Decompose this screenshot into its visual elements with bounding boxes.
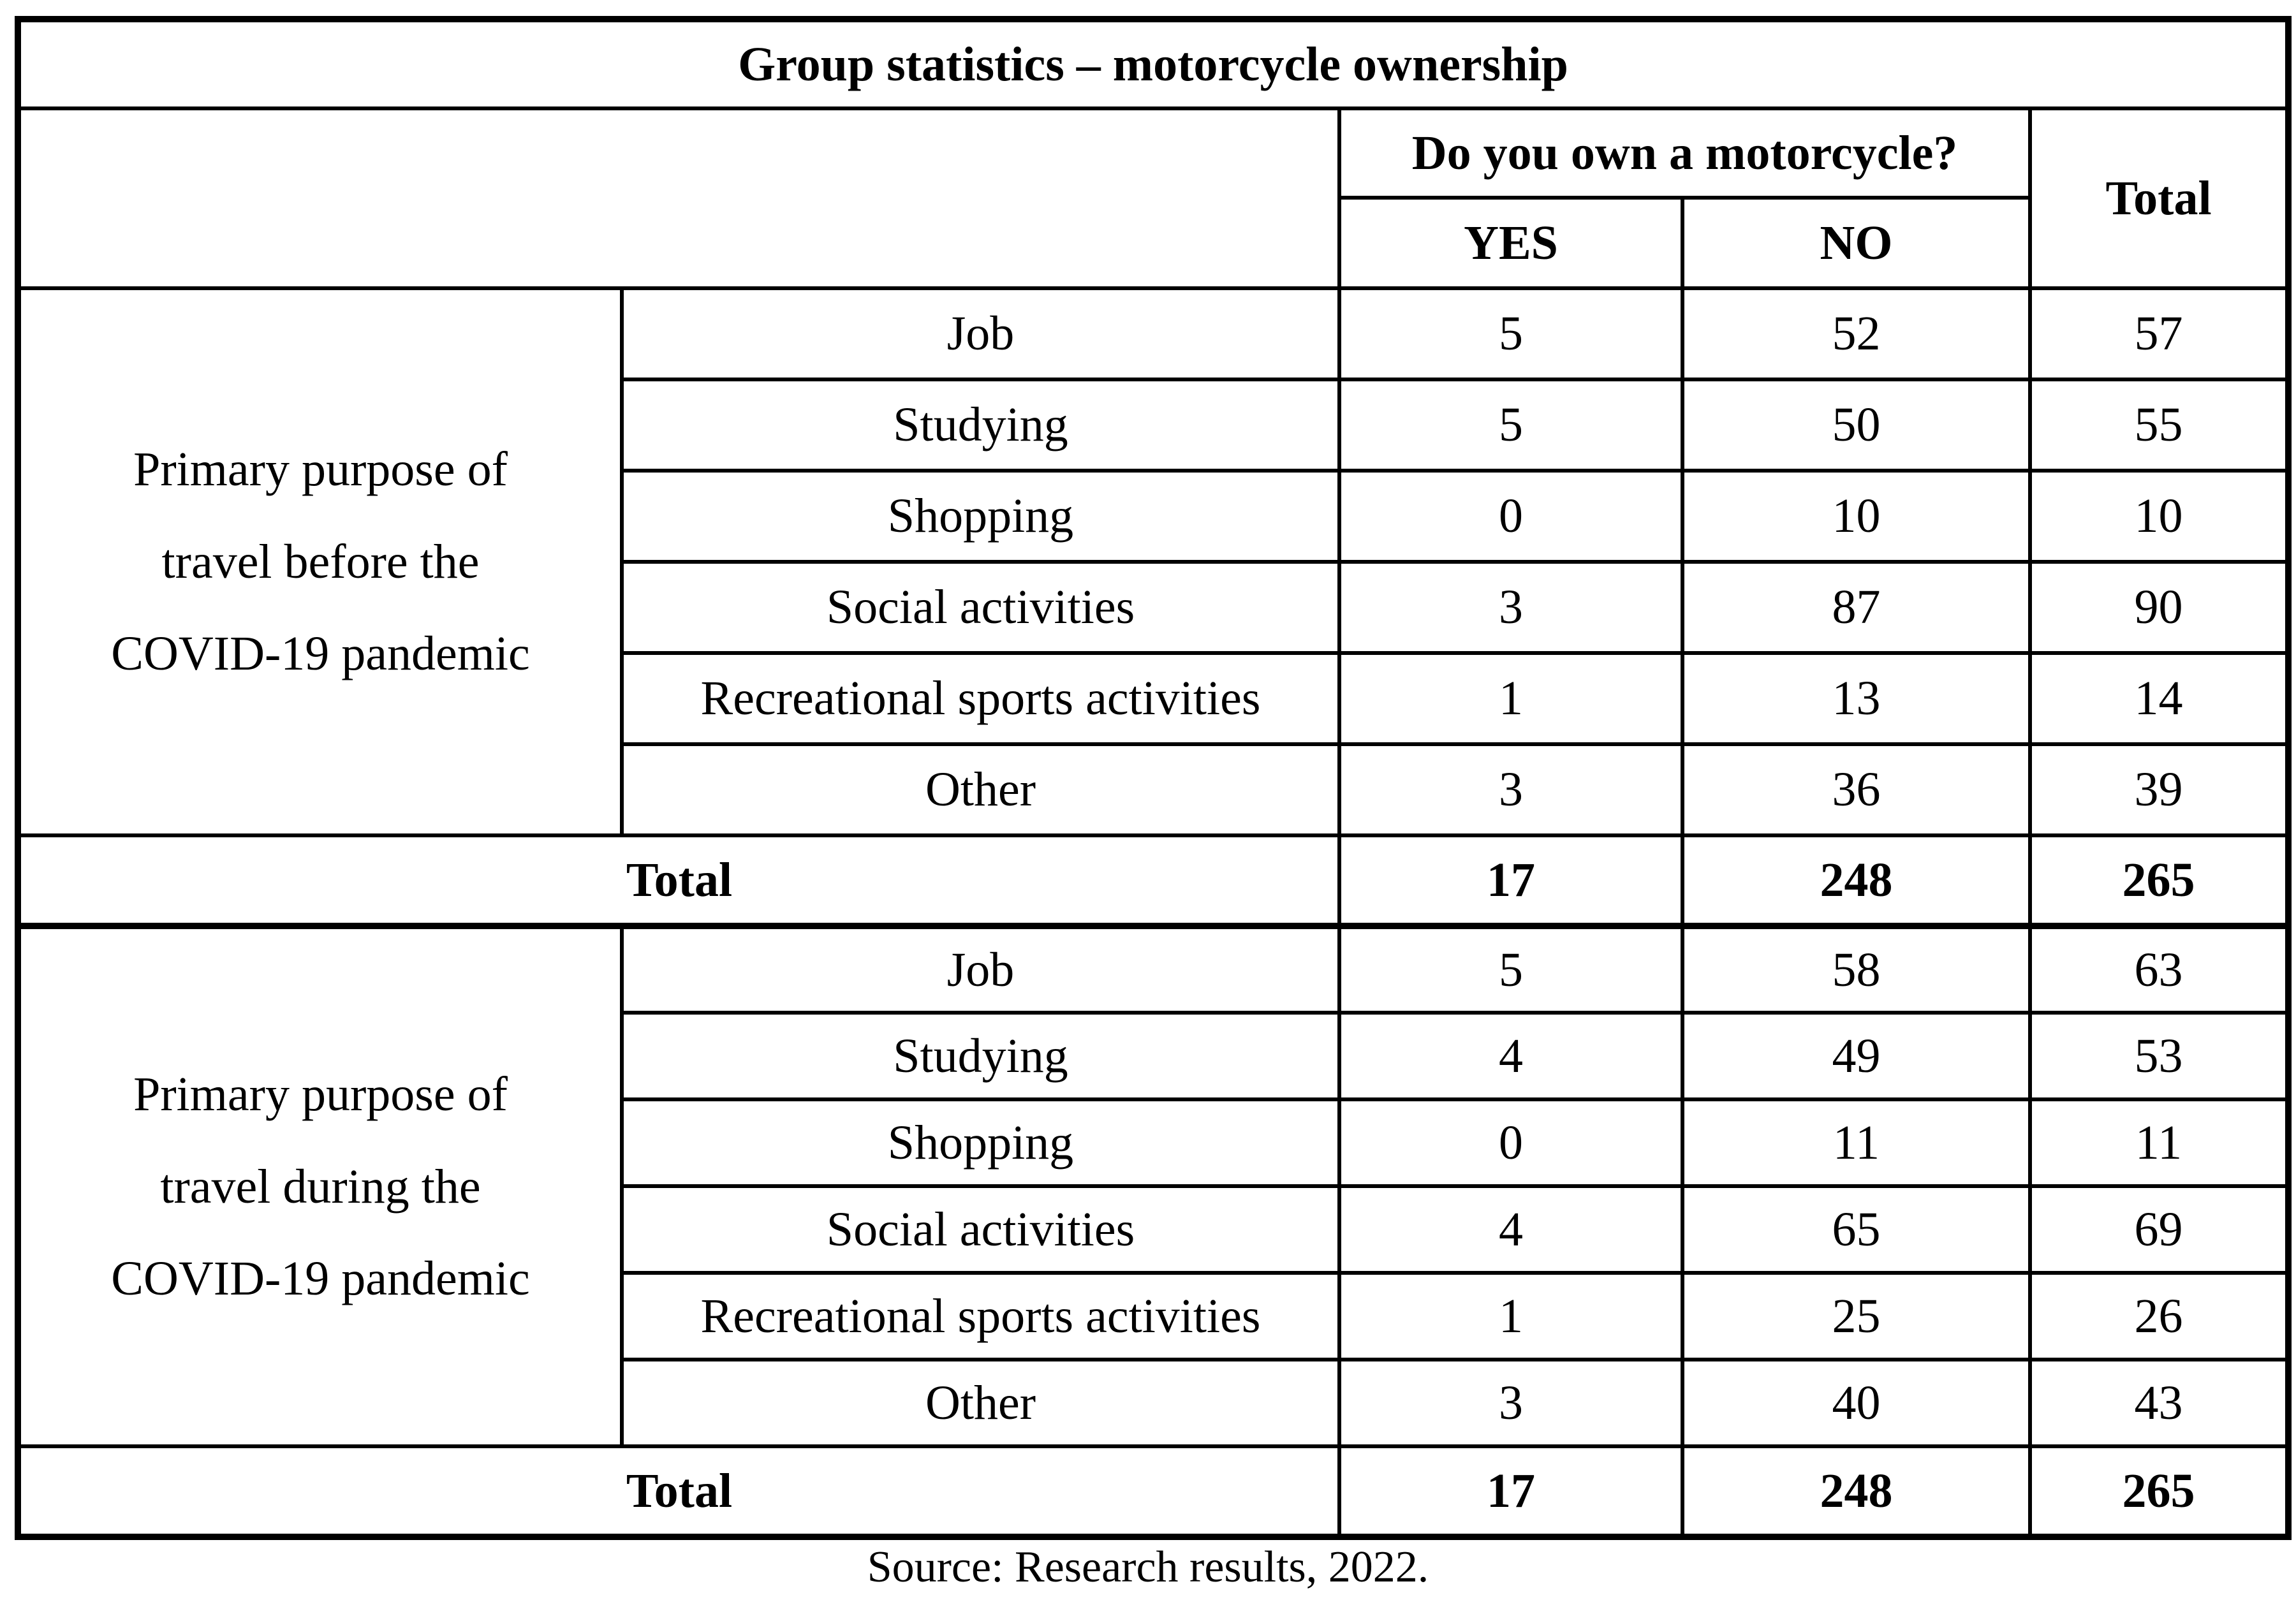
table-row: Primary purpose of travel before the COV… — [16, 286, 2291, 837]
no-value: 10 — [1681, 469, 2032, 564]
table-row: Shopping 0 11 11 — [18, 1097, 2291, 1188]
table-row: Recreational sports activities 1 25 26 — [18, 1271, 2291, 1361]
yes-value: 1 — [1337, 651, 1684, 746]
table-header: Group statistics – motorcycle ownership … — [15, 17, 2291, 290]
no-value: 36 — [1681, 742, 2032, 837]
purpose-cell: Shopping — [620, 469, 1341, 564]
table-row: Studying 5 50 55 — [18, 378, 2291, 473]
yes-column-header: YES — [1337, 196, 1684, 290]
total-row-label: Total — [16, 1444, 1341, 1539]
purpose-cell: Shopping — [620, 1097, 1341, 1188]
table-row: Studying 4 49 53 — [18, 1011, 2291, 1101]
total-row-label: Total — [16, 833, 1341, 929]
grand-total: 265 — [2027, 833, 2291, 929]
purpose-cell: Social activities — [620, 560, 1341, 655]
total-row-during: Total 17 248 265 — [16, 1444, 2291, 1539]
header-row-question: Do you own a motorcycle? Total — [16, 106, 2291, 290]
purpose-cell: Studying — [620, 378, 1341, 473]
no-value: 25 — [1681, 1271, 2032, 1361]
yes-value: 5 — [1337, 378, 1684, 473]
question-header: Do you own a motorcycle? — [1337, 106, 2032, 200]
total-value: 57 — [2027, 286, 2291, 381]
section-label-during: Primary purpose of travel during the COV… — [16, 924, 624, 1448]
table-row: Social activities 4 65 69 — [18, 1184, 2291, 1275]
total-value: 39 — [2027, 742, 2291, 837]
table-row: Recreational sports activities 1 13 14 — [18, 651, 2291, 746]
section-label-before: Primary purpose of travel before the COV… — [16, 286, 624, 837]
table-row: Other 3 40 43 — [18, 1358, 2291, 1448]
purpose-cell: Recreational sports activities — [620, 1271, 1341, 1361]
no-column-header: NO — [1681, 196, 2032, 290]
no-value: 40 — [1681, 1358, 2032, 1448]
total-value: 11 — [2027, 1097, 2291, 1188]
section-label-line: COVID-19 pandemic — [111, 627, 530, 681]
total-value: 14 — [2027, 651, 2291, 746]
yes-value: 3 — [1337, 560, 1684, 655]
no-value: 13 — [1681, 651, 2032, 746]
yes-value: 1 — [1337, 1271, 1684, 1361]
group-statistics-table: Group statistics – motorcycle ownership … — [15, 16, 2292, 1540]
corner-empty-cell — [16, 106, 1341, 290]
total-value: 43 — [2027, 1358, 2291, 1448]
table-row: Shopping 0 10 10 — [18, 469, 2291, 564]
yes-value: 5 — [1337, 286, 1684, 381]
total-value: 55 — [2027, 378, 2291, 473]
title-row: Group statistics – motorcycle ownership — [15, 17, 2291, 110]
section-label-line: Primary purpose of — [133, 1068, 508, 1122]
total-value: 53 — [2027, 1011, 2291, 1101]
total-value: 63 — [2027, 924, 2291, 1015]
total-value: 69 — [2027, 1184, 2291, 1275]
no-value: 52 — [1681, 286, 2032, 381]
section-before-pandemic: Primary purpose of travel before the COV… — [16, 286, 2291, 929]
yes-value: 4 — [1337, 1011, 1684, 1101]
yes-total: 17 — [1337, 1444, 1684, 1539]
purpose-cell: Social activities — [620, 1184, 1341, 1275]
yes-total: 17 — [1337, 833, 1684, 929]
no-value: 87 — [1681, 560, 2032, 655]
yes-value: 3 — [1337, 1358, 1684, 1448]
purpose-cell: Other — [620, 742, 1341, 837]
yes-value: 3 — [1337, 742, 1684, 837]
table-title: Group statistics – motorcycle ownership — [15, 17, 2291, 110]
purpose-cell: Recreational sports activities — [620, 651, 1341, 746]
purpose-cell: Job — [620, 924, 1341, 1015]
table-row: Primary purpose of travel during the COV… — [16, 924, 2291, 1448]
table-row: Other 3 36 39 — [18, 742, 2291, 837]
yes-value: 0 — [1337, 1097, 1684, 1188]
section-label-line: COVID-19 pandemic — [111, 1252, 530, 1306]
no-value: 49 — [1681, 1011, 2032, 1101]
table-row: Social activities 3 87 90 — [18, 560, 2291, 655]
yes-value: 5 — [1337, 924, 1684, 1015]
total-value: 90 — [2027, 560, 2291, 655]
total-row-before: Total 17 248 265 — [16, 833, 2291, 929]
purpose-cell: Job — [620, 286, 1341, 381]
no-total: 248 — [1681, 833, 2032, 929]
no-value: 58 — [1681, 924, 2032, 1015]
purpose-cell: Studying — [620, 1011, 1341, 1101]
yes-value: 4 — [1337, 1184, 1684, 1275]
section-label-line: travel before the — [161, 534, 480, 589]
total-column-header: Total — [2027, 106, 2291, 290]
section-during-pandemic: Primary purpose of travel during the COV… — [16, 924, 2291, 1539]
no-value: 65 — [1681, 1184, 2032, 1275]
source-note: Source: Research results, 2022. — [867, 1543, 1429, 1592]
yes-value: 0 — [1337, 469, 1684, 564]
total-value: 26 — [2027, 1271, 2291, 1361]
section-label-line: travel during the — [160, 1159, 481, 1214]
no-value: 50 — [1681, 378, 2032, 473]
purpose-cell: Other — [620, 1358, 1341, 1448]
grand-total: 265 — [2027, 1444, 2291, 1539]
no-value: 11 — [1681, 1097, 2032, 1188]
total-value: 10 — [2027, 469, 2291, 564]
header-row-yes-no: YES NO — [18, 196, 2288, 290]
section-label-line: Primary purpose of — [133, 443, 508, 497]
no-total: 248 — [1681, 1444, 2032, 1539]
